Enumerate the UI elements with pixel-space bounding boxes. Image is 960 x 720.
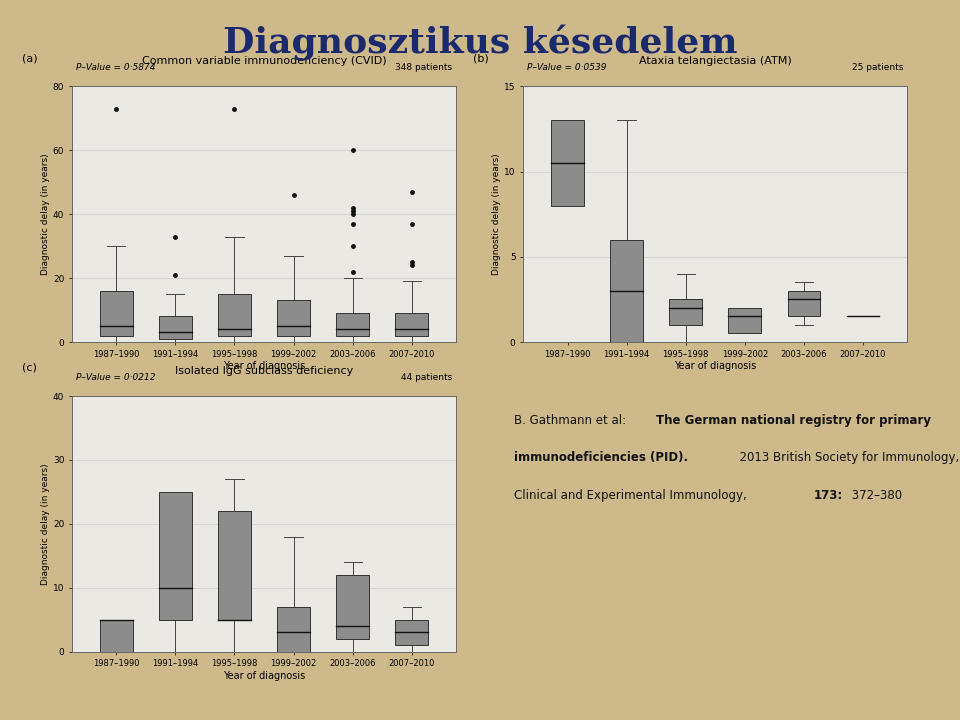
Y-axis label: Diagnostic delay (in years): Diagnostic delay (in years) — [41, 153, 50, 275]
Bar — [218, 294, 251, 336]
Text: (c): (c) — [22, 363, 36, 373]
Bar — [669, 300, 702, 325]
Text: 173:: 173: — [814, 489, 843, 502]
Title: Common variable immunodeficiency (CVID): Common variable immunodeficiency (CVID) — [142, 56, 386, 66]
Bar — [277, 607, 310, 652]
X-axis label: Year of diagnosis: Year of diagnosis — [223, 671, 305, 681]
Title: Ataxia telangiectasia (ATM): Ataxia telangiectasia (ATM) — [638, 56, 792, 66]
Bar — [611, 240, 643, 342]
Text: 25 patients: 25 patients — [852, 63, 903, 72]
Bar — [551, 120, 584, 206]
Bar — [100, 620, 132, 652]
Text: Clinical and Experimental Immunology,: Clinical and Experimental Immunology, — [514, 489, 750, 502]
Bar — [218, 511, 251, 620]
Bar — [159, 317, 192, 339]
Text: immunodeficiencies (PID).: immunodeficiencies (PID). — [514, 451, 687, 464]
Bar — [277, 300, 310, 336]
Text: 2013 British Society for Immunology,: 2013 British Society for Immunology, — [732, 451, 960, 464]
Bar — [159, 492, 192, 620]
Text: 372–380: 372–380 — [848, 489, 901, 502]
X-axis label: Year of diagnosis: Year of diagnosis — [674, 361, 756, 372]
X-axis label: Year of diagnosis: Year of diagnosis — [223, 361, 305, 372]
Bar — [787, 291, 820, 317]
Bar — [336, 313, 369, 336]
Title: Isolated IgG subclass deficiency: Isolated IgG subclass deficiency — [175, 366, 353, 376]
Bar — [336, 575, 369, 639]
Text: 44 patients: 44 patients — [401, 373, 452, 382]
Y-axis label: Diagnostic delay (in years): Diagnostic delay (in years) — [41, 463, 50, 585]
Bar — [100, 291, 132, 336]
Bar — [396, 620, 428, 645]
Text: P–Value = 0·5874: P–Value = 0·5874 — [76, 63, 156, 72]
Bar — [729, 308, 761, 333]
Text: 348 patients: 348 patients — [395, 63, 452, 72]
Text: (b): (b) — [473, 53, 489, 63]
Text: P–Value = 0·0539: P–Value = 0·0539 — [527, 63, 607, 72]
Text: Diagnosztikus késedelem: Diagnosztikus késedelem — [223, 25, 737, 61]
Text: P–Value = 0·0212: P–Value = 0·0212 — [76, 373, 156, 382]
Y-axis label: Diagnostic delay (in years): Diagnostic delay (in years) — [492, 153, 501, 275]
Text: The German national registry for primary: The German national registry for primary — [656, 414, 930, 427]
Bar — [396, 313, 428, 336]
Text: (a): (a) — [22, 53, 37, 63]
Text: B. Gathmann et al:: B. Gathmann et al: — [514, 414, 630, 427]
